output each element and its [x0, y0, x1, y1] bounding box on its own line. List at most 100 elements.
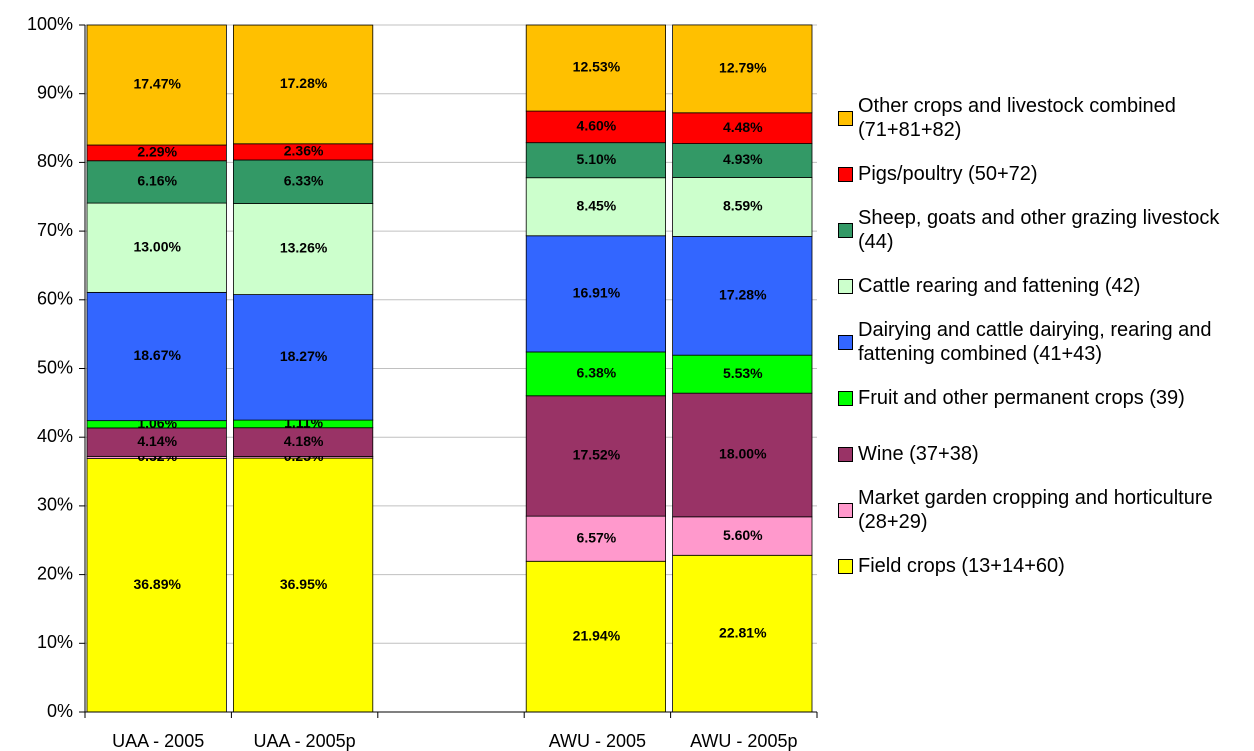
legend-label: Sheep, goats and other grazing livestock…	[858, 207, 1220, 253]
data-label: 6.16%	[137, 173, 177, 189]
legend-item: Market garden cropping and horticulture …	[838, 482, 1248, 538]
data-label: 6.57%	[577, 529, 617, 545]
legend-label: Pigs/poultry (50+72)	[858, 163, 1038, 185]
bar-segment	[525, 560, 667, 713]
data-label: 22.81%	[719, 624, 767, 640]
bar-segment	[232, 159, 374, 204]
bar-segment	[672, 516, 813, 556]
legend-item: Pigs/poultry (50+72)	[838, 146, 1248, 202]
data-label: 5.10%	[577, 151, 617, 167]
legend-swatch	[838, 502, 853, 518]
legend-swatch	[838, 166, 853, 182]
data-label: 36.89%	[133, 576, 181, 592]
bar-segment	[672, 554, 813, 713]
bar-segment	[86, 160, 227, 204]
data-label: 8.59%	[723, 198, 763, 214]
legend-label: Wine (37+38)	[858, 443, 979, 465]
legend-label: Dairying and cattle dairying, rearing an…	[858, 319, 1212, 365]
data-label: 4.14%	[137, 433, 177, 449]
bar-segment	[232, 427, 374, 457]
data-label: 6.33%	[284, 172, 324, 188]
data-label: 2.29%	[137, 144, 177, 160]
bar-segment	[525, 395, 667, 517]
data-label: 13.00%	[133, 238, 181, 254]
bar-segment	[672, 24, 813, 114]
bar-segment	[232, 457, 374, 713]
bar-segment	[672, 177, 813, 237]
bar-segment	[525, 177, 667, 237]
y-tick-label: 50%	[37, 357, 73, 377]
bar-segment	[672, 392, 813, 518]
legend-swatch	[838, 558, 853, 574]
y-tick-label: 60%	[37, 289, 73, 309]
data-label: 2.36%	[284, 143, 324, 159]
data-label: 4.48%	[723, 119, 763, 135]
legend-item: Sheep, goats and other grazing livestock…	[838, 202, 1248, 258]
data-label: 13.26%	[280, 240, 328, 256]
data-label: 12.53%	[573, 59, 621, 75]
bar-segment	[232, 294, 374, 421]
data-label: 6.38%	[577, 365, 617, 381]
bar-segment	[672, 112, 813, 144]
data-label: 4.18%	[284, 433, 324, 449]
y-tick-label: 80%	[37, 151, 73, 171]
data-label: 4.60%	[577, 118, 617, 134]
data-label: 4.93%	[723, 151, 763, 167]
x-tick-label: UAA - 2005p	[254, 731, 356, 751]
data-label: 17.47%	[133, 76, 181, 92]
data-label: 18.67%	[133, 347, 181, 363]
y-tick-label: 0%	[47, 701, 73, 721]
bar-segment	[672, 236, 813, 356]
y-tick-label: 90%	[37, 82, 73, 102]
bar-segment	[86, 458, 227, 713]
data-label: 17.28%	[719, 287, 767, 303]
bar-segment	[525, 515, 667, 562]
y-tick-label: 10%	[37, 632, 73, 652]
bar-segment	[525, 24, 667, 112]
data-label: 18.00%	[719, 446, 767, 462]
bar-segment	[86, 291, 227, 422]
bar-segment	[232, 203, 374, 295]
x-tick-label: AWU - 2005	[549, 731, 646, 751]
bar-segment	[672, 354, 813, 394]
legend-swatch	[838, 446, 853, 462]
chart: 0% 10% 20% 30% 40% 50% 60% 70% 80% 90% 100% UAA - 2…	[27, 14, 818, 751]
legend-label: Market garden cropping and horticulture …	[858, 487, 1213, 533]
x-tick-label: UAA - 2005	[112, 731, 204, 751]
legend-swatch	[838, 110, 853, 126]
data-label: 8.45%	[577, 197, 617, 213]
legend-label: Other crops and livestock combined (71+8…	[858, 95, 1176, 141]
bar-segment	[86, 202, 227, 293]
legend-label: Field crops (13+14+60)	[858, 555, 1065, 577]
legend: Other crops and livestock combined (71+8…	[838, 90, 1248, 594]
bar-segment	[232, 24, 374, 145]
legend-item: Cattle rearing and fattening (42)	[838, 258, 1248, 314]
y-tick-label: 40%	[37, 426, 73, 446]
bar-segment	[525, 110, 667, 144]
legend-item: Fruit and other permanent crops (39)	[838, 370, 1248, 426]
legend-label: Fruit and other permanent crops (39)	[858, 387, 1185, 409]
bar-segment	[672, 143, 813, 178]
data-label: 18.27%	[280, 348, 328, 364]
legend-label: Cattle rearing and fattening (42)	[858, 275, 1141, 297]
legend-swatch	[838, 278, 853, 294]
legend-item: Dairying and cattle dairying, rearing an…	[838, 314, 1248, 370]
legend-item: Field crops (13+14+60)	[838, 538, 1248, 594]
data-label: 16.91%	[573, 285, 621, 301]
bar-segment	[525, 235, 667, 353]
x-tick-label: AWU - 2005p	[690, 731, 797, 751]
y-tick-label: 20%	[37, 563, 73, 583]
bar-segment	[525, 351, 667, 397]
data-label: 21.94%	[573, 627, 621, 643]
legend-item: Wine (37+38)	[838, 426, 1248, 482]
data-label: 12.79%	[719, 60, 767, 76]
data-label: 17.52%	[573, 447, 621, 463]
legend-swatch	[838, 222, 853, 238]
legend-swatch	[838, 334, 853, 350]
data-label: 17.28%	[280, 75, 328, 91]
data-label: 36.95%	[280, 576, 328, 592]
y-tick-label: 30%	[37, 495, 73, 515]
data-label: 5.53%	[723, 365, 763, 381]
legend-swatch	[838, 390, 853, 406]
